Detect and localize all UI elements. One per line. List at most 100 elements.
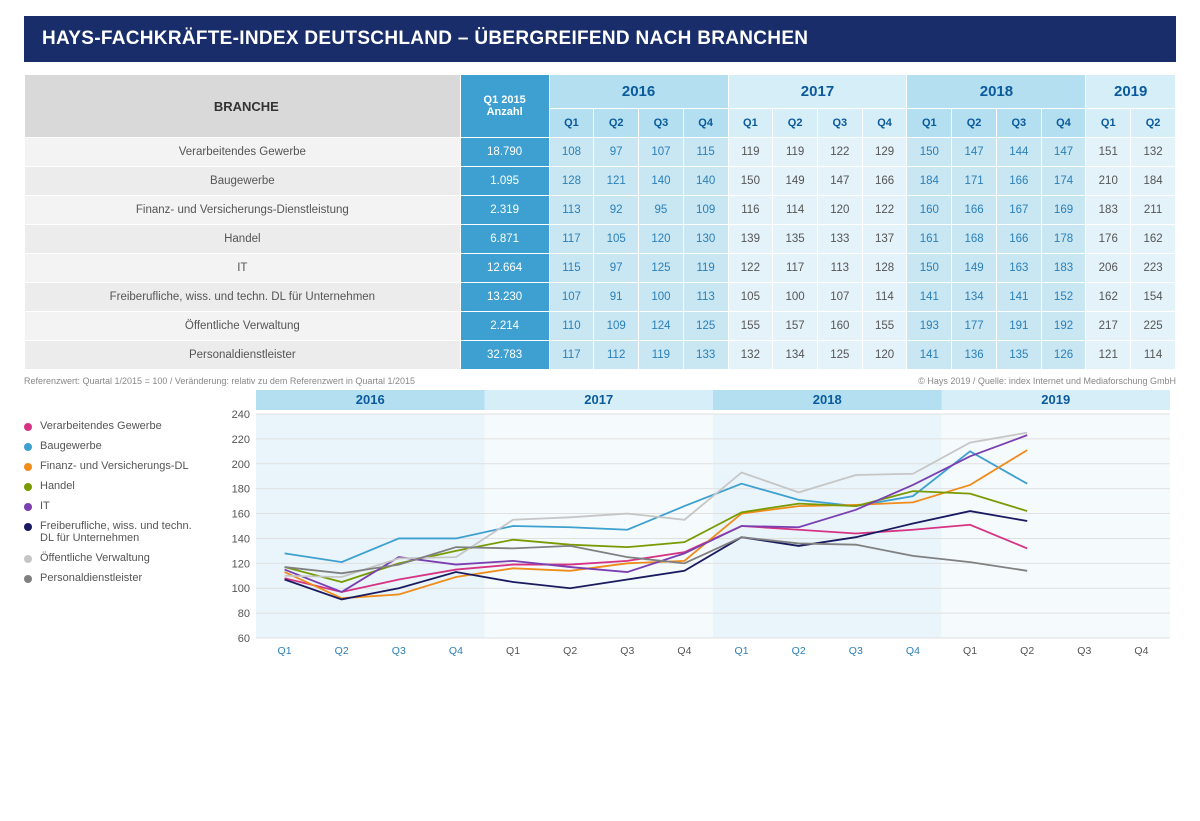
page-title: HAYS-FACHKRÄFTE-INDEX DEUTSCHLAND – ÜBER…	[24, 16, 1176, 62]
table-cell: 155	[862, 312, 907, 341]
legend-dot-icon	[24, 443, 32, 451]
table-cell: 162	[1086, 283, 1131, 312]
svg-text:Q3: Q3	[1077, 645, 1091, 657]
table-cell: 92	[594, 196, 639, 225]
table-cell: 150	[907, 138, 952, 167]
table-cell: 183	[1086, 196, 1131, 225]
table-cell: 191	[996, 312, 1041, 341]
table-cell: 133	[817, 225, 862, 254]
svg-text:2016: 2016	[356, 392, 385, 407]
table-cell: 144	[996, 138, 1041, 167]
table-cell: 183	[1041, 254, 1086, 283]
table-cell: 120	[817, 196, 862, 225]
table-cell: 117	[773, 254, 818, 283]
table-cell: 128	[862, 254, 907, 283]
legend-item: IT	[24, 500, 206, 512]
table-cell: 211	[1131, 196, 1176, 225]
table-cell: 141	[907, 341, 952, 370]
legend-dot-icon	[24, 423, 32, 431]
svg-text:2017: 2017	[584, 392, 613, 407]
table-cell: 128	[549, 167, 594, 196]
table-cell: 157	[773, 312, 818, 341]
table-cell: 114	[862, 283, 907, 312]
table-cell: 140	[683, 167, 728, 196]
row-anzahl: 6.871	[460, 225, 549, 254]
table-cell: 139	[728, 225, 773, 254]
table-cell: 105	[594, 225, 639, 254]
table-cell: 91	[594, 283, 639, 312]
svg-text:240: 240	[232, 409, 250, 421]
legend-item: Verarbeitendes Gewerbe	[24, 420, 206, 432]
table-cell: 115	[683, 138, 728, 167]
row-anzahl: 2.319	[460, 196, 549, 225]
table-cell: 114	[1131, 341, 1176, 370]
legend-dot-icon	[24, 555, 32, 563]
table-cell: 132	[1131, 138, 1176, 167]
footnote-left: Referenzwert: Quartal 1/2015 = 100 / Ver…	[24, 376, 415, 386]
table-cell: 117	[549, 225, 594, 254]
table-cell: 147	[1041, 138, 1086, 167]
svg-text:Q4: Q4	[677, 645, 691, 657]
svg-text:60: 60	[238, 633, 250, 645]
table-cell: 154	[1131, 283, 1176, 312]
table-cell: 133	[683, 341, 728, 370]
quarter-header: Q2	[952, 109, 997, 138]
branche-header: BRANCHE	[25, 75, 461, 138]
svg-text:Q3: Q3	[849, 645, 863, 657]
table-cell: 161	[907, 225, 952, 254]
table-cell: 119	[683, 254, 728, 283]
row-label: Baugewerbe	[25, 167, 461, 196]
table-cell: 112	[594, 341, 639, 370]
svg-text:200: 200	[232, 459, 250, 471]
quarter-header: Q3	[639, 109, 684, 138]
table-cell: 107	[817, 283, 862, 312]
table-cell: 124	[639, 312, 684, 341]
table-cell: 114	[773, 196, 818, 225]
table-cell: 122	[817, 138, 862, 167]
quarter-header: Q4	[683, 109, 728, 138]
table-cell: 223	[1131, 254, 1176, 283]
table-cell: 113	[549, 196, 594, 225]
svg-text:140: 140	[232, 533, 250, 545]
year-header-2016: 2016	[549, 75, 728, 109]
table-cell: 108	[549, 138, 594, 167]
legend-item: Baugewerbe	[24, 440, 206, 452]
svg-text:Q4: Q4	[906, 645, 920, 657]
quarter-header: Q2	[594, 109, 639, 138]
svg-text:Q1: Q1	[506, 645, 520, 657]
table-cell: 113	[817, 254, 862, 283]
table-cell: 169	[1041, 196, 1086, 225]
table-cell: 130	[683, 225, 728, 254]
legend-item: Öffentliche Verwaltung	[24, 552, 206, 564]
table-cell: 150	[907, 254, 952, 283]
svg-text:180: 180	[232, 484, 250, 496]
footnote-right: © Hays 2019 / Quelle: index Internet und…	[918, 376, 1176, 386]
svg-text:Q3: Q3	[620, 645, 634, 657]
row-label: Handel	[25, 225, 461, 254]
table-cell: 117	[549, 341, 594, 370]
legend-label: IT	[40, 500, 50, 512]
table-cell: 225	[1131, 312, 1176, 341]
table-cell: 149	[952, 254, 997, 283]
table-cell: 162	[1131, 225, 1176, 254]
table-cell: 134	[773, 341, 818, 370]
table-cell: 176	[1086, 225, 1131, 254]
table-cell: 125	[817, 341, 862, 370]
quarter-header: Q3	[996, 109, 1041, 138]
table-cell: 129	[862, 138, 907, 167]
table-cell: 97	[594, 254, 639, 283]
table-cell: 166	[996, 167, 1041, 196]
row-anzahl: 1.095	[460, 167, 549, 196]
table-cell: 141	[907, 283, 952, 312]
legend-item: Finanz- und Versicherungs-DL	[24, 460, 206, 472]
chart-legend: Verarbeitendes Gewerbe Baugewerbe Finanz- …	[24, 390, 206, 660]
year-header-2019: 2019	[1086, 75, 1176, 109]
table-cell: 178	[1041, 225, 1086, 254]
table-cell: 134	[952, 283, 997, 312]
svg-text:Q1: Q1	[735, 645, 749, 657]
table-cell: 110	[549, 312, 594, 341]
quarter-header: Q1	[1086, 109, 1131, 138]
table-cell: 206	[1086, 254, 1131, 283]
table-cell: 132	[728, 341, 773, 370]
legend-dot-icon	[24, 575, 32, 583]
